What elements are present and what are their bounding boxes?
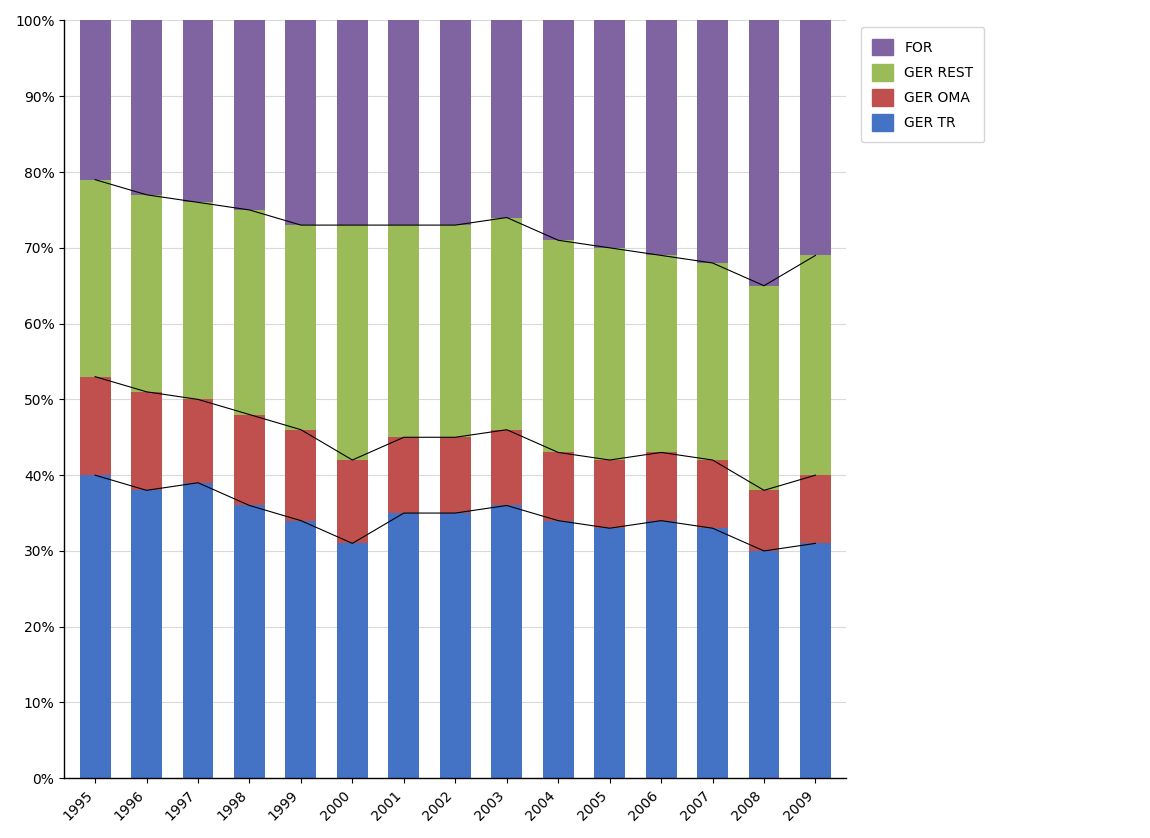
Bar (595, 460, 626, 528)
Bar (79, 20, 110, 179)
Bar (389, 513, 420, 779)
Bar (337, 20, 368, 225)
Bar (697, 20, 728, 263)
Bar (697, 528, 728, 779)
Bar (183, 202, 214, 400)
Bar (389, 437, 420, 513)
Bar (749, 20, 780, 286)
Bar (131, 194, 162, 392)
Bar (800, 543, 831, 779)
Bar (183, 483, 214, 779)
Bar (645, 453, 676, 520)
Bar (439, 513, 470, 779)
Bar (595, 528, 626, 779)
Bar (337, 543, 368, 779)
Bar (439, 225, 470, 437)
Bar (491, 430, 522, 505)
Bar (79, 376, 110, 475)
Bar (389, 225, 420, 437)
Bar (491, 218, 522, 430)
Bar (235, 20, 264, 210)
Bar (595, 20, 626, 248)
Bar (183, 20, 214, 202)
Bar (235, 210, 264, 415)
Bar (235, 505, 264, 779)
Bar (645, 256, 676, 453)
Bar (131, 392, 162, 490)
Bar (131, 490, 162, 779)
Bar (800, 256, 831, 475)
Bar (337, 225, 368, 460)
Bar (749, 490, 780, 551)
Bar (749, 286, 780, 490)
Bar (79, 179, 110, 376)
Bar (697, 460, 728, 528)
Bar (439, 20, 470, 225)
Bar (543, 20, 574, 241)
Bar (595, 248, 626, 460)
Bar (285, 430, 316, 520)
Bar (491, 20, 522, 218)
Bar (543, 241, 574, 453)
Bar (800, 475, 831, 543)
Bar (439, 437, 470, 513)
Bar (645, 520, 676, 779)
Legend: FOR, GER REST, GER OMA, GER TR: FOR, GER REST, GER OMA, GER TR (861, 28, 984, 142)
Bar (285, 225, 316, 430)
Bar (285, 520, 316, 779)
Bar (800, 20, 831, 256)
Bar (79, 475, 110, 779)
Bar (491, 505, 522, 779)
Bar (131, 20, 162, 194)
Bar (645, 20, 676, 256)
Bar (285, 20, 316, 225)
Bar (235, 415, 264, 505)
Bar (697, 263, 728, 460)
Bar (337, 460, 368, 543)
Bar (543, 453, 574, 520)
Bar (389, 20, 420, 225)
Bar (543, 520, 574, 779)
Bar (183, 400, 214, 483)
Bar (749, 551, 780, 779)
